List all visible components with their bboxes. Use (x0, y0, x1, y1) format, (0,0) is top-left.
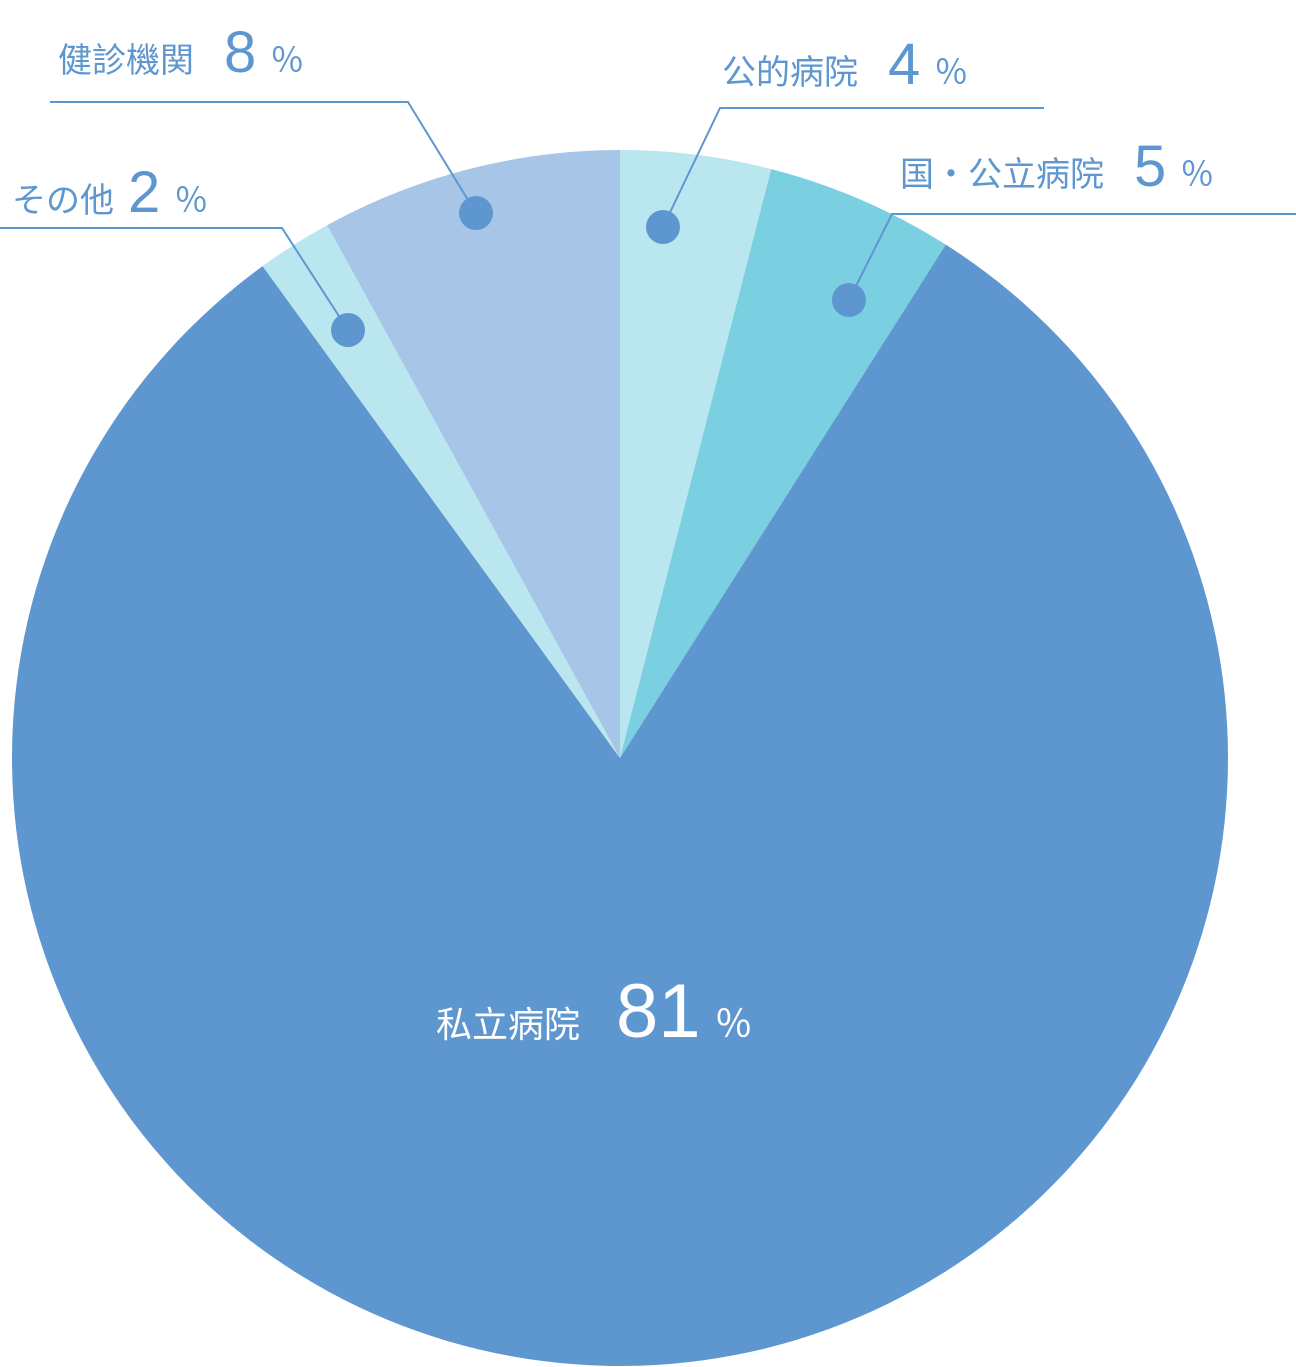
pie-slice-4 (327, 150, 620, 758)
slice-unit: ％ (270, 41, 304, 81)
slice-label-4: 健診機関 8 ％ (58, 20, 304, 85)
leader-dot-3 (331, 313, 365, 347)
pie-callouts (0, 101, 1296, 347)
slice-label-0: 公的病院 4 ％ (722, 32, 968, 97)
slice-value: 81 (616, 969, 701, 1054)
leader-dot-4 (459, 196, 493, 230)
slice-value: 8 (224, 20, 256, 85)
slice-value: 2 (128, 160, 160, 225)
slice-unit: ％ (934, 53, 968, 93)
slice-category: 公的病院 (722, 53, 858, 93)
slice-unit: ％ (715, 1002, 753, 1046)
pie-slice-3 (262, 225, 620, 758)
pie-labels: 公的病院 4 ％ 国・公立病院 5 ％ その他 2 ％ 健診機関 8 ％ 私立病院 81 ％ (12, 20, 1214, 1054)
leader-dot-1 (832, 283, 866, 317)
leader-line-4 (50, 101, 477, 214)
slice-category: 私立病院 (436, 1005, 580, 1046)
slice-unit: ％ (174, 181, 208, 221)
leader-line-1 (848, 213, 1296, 301)
slice-category: 国・公立病院 (900, 155, 1104, 195)
slice-label-3: その他 2 ％ (12, 160, 208, 225)
leader-line-0 (662, 107, 1044, 228)
pie-slice-0 (620, 150, 772, 758)
slice-unit: ％ (1180, 155, 1214, 195)
slice-category: その他 (12, 181, 114, 221)
slice-value: 5 (1134, 134, 1166, 199)
slice-value: 4 (888, 32, 920, 97)
pie-slice-2 (11, 244, 1228, 1366)
slice-category: 健診機関 (58, 41, 194, 81)
slice-label-2: 私立病院 81 ％ (436, 969, 753, 1054)
leader-line-3 (0, 227, 349, 331)
pie-slice-1 (620, 169, 946, 758)
leader-dot-0 (646, 210, 680, 244)
pie-slices (11, 150, 1228, 1366)
slice-label-1: 国・公立病院 5 ％ (900, 134, 1214, 199)
